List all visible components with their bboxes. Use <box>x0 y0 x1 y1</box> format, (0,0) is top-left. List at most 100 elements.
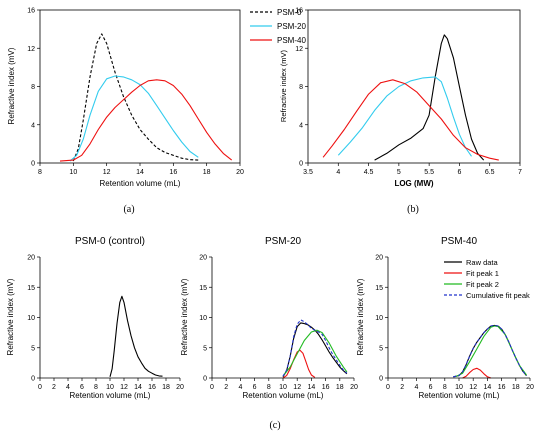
series-line-psm-0 <box>72 33 199 162</box>
y-tick-label: 20 <box>375 255 383 262</box>
x-tick-label: 6 <box>253 384 257 391</box>
y-tick-label: 8 <box>31 84 35 91</box>
x-tick-label: 12 <box>469 384 477 391</box>
x-tick-label: 12 <box>120 384 128 391</box>
x-tick-label: 20 <box>350 384 358 391</box>
y-tick-label: 0 <box>203 376 207 383</box>
panel-c-psm20-chart: PSM-20 0 2 4 6 8 10 12 14 16 18 20 0 5 10 15 20 Retenti… <box>180 236 358 400</box>
y-tick-label: 4 <box>299 122 303 129</box>
x-tick-label: 4 <box>66 384 70 391</box>
panel-a-x-axis-label: Retention volume (mL) <box>100 179 181 188</box>
x-tick-label: 5 <box>397 169 401 176</box>
legend-label: Cumulative fit peak <box>466 291 530 300</box>
panel-a-caption: (a) <box>123 204 134 215</box>
x-tick-label: 18 <box>162 384 170 391</box>
y-tick-label: 10 <box>199 315 207 322</box>
panel-c-psm40-x-axis-label: Retention volume (mL) <box>419 391 500 400</box>
y-tick-label: 10 <box>27 315 35 322</box>
x-tick-label: 20 <box>236 169 244 176</box>
panel-c-psm20-x-axis-label: Retention volume (mL) <box>243 391 324 400</box>
x-tick-label: 8 <box>443 384 447 391</box>
x-tick-label: 2 <box>224 384 228 391</box>
y-tick-label: 16 <box>295 8 303 15</box>
series-line-fit-peak-1 <box>462 367 492 379</box>
x-tick-label: 8 <box>267 384 271 391</box>
y-tick-label: 20 <box>27 255 35 262</box>
x-tick-label: 16 <box>498 384 506 391</box>
x-tick-label: 12 <box>103 169 111 176</box>
x-tick-label: 20 <box>526 384 534 391</box>
series-line-fit-peak-2 <box>282 329 348 377</box>
x-tick-label: 16 <box>169 169 177 176</box>
panel-c-psm0-chart: PSM-0 (control) 0 2 4 6 8 10 12 14 16 18 20 0 5 10 15 2… <box>6 236 184 400</box>
panel-c-psm20-y-axis-label: Refractive index (mV) <box>180 278 189 355</box>
series-line-fit-peak-1 <box>282 349 316 379</box>
x-tick-label: 3.5 <box>303 169 313 176</box>
y-tick-label: 16 <box>27 8 35 15</box>
x-tick-label: 6 <box>80 384 84 391</box>
legend-label: PSM-40 <box>277 36 306 45</box>
series-line-psm-0 <box>374 34 485 161</box>
x-tick-label: 20 <box>176 384 184 391</box>
y-tick-label: 5 <box>203 345 207 352</box>
panel-c-psm0-y-axis-label: Refractive index (mV) <box>6 278 15 355</box>
y-tick-label: 12 <box>27 46 35 53</box>
panel-c-psm0-x-axis-label: Retention volume (mL) <box>70 391 151 400</box>
y-tick-label: 15 <box>375 285 383 292</box>
y-tick-label: 8 <box>299 84 303 91</box>
x-tick-label: 10 <box>279 384 287 391</box>
y-tick-label: 15 <box>27 285 35 292</box>
series-line-cumulative-fit-peak <box>453 324 527 378</box>
series-line-raw-data <box>109 295 163 377</box>
x-tick-label: 2 <box>52 384 56 391</box>
y-tick-label: 0 <box>31 161 35 168</box>
x-tick-label: 14 <box>308 384 316 391</box>
y-tick-label: 0 <box>31 376 35 383</box>
x-tick-label: 5.5 <box>424 169 434 176</box>
x-tick-label: 12 <box>293 384 301 391</box>
legend-label: PSM-0 <box>277 8 302 17</box>
y-tick-label: 10 <box>375 315 383 322</box>
y-tick-label: 20 <box>199 255 207 262</box>
x-tick-label: 4 <box>414 384 418 391</box>
series-line-psm-40 <box>322 79 499 161</box>
legend-label: Raw data <box>466 258 499 267</box>
x-tick-label: 0 <box>210 384 214 391</box>
x-tick-label: 8 <box>94 384 98 391</box>
legend-label: Fit peak 1 <box>466 269 499 278</box>
panel-b-y-axis-label: Refractive index (mV) <box>279 49 288 122</box>
panel-c-psm20-title: PSM-20 <box>265 236 302 247</box>
x-tick-label: 4 <box>336 169 340 176</box>
x-tick-label: 16 <box>322 384 330 391</box>
panel-a-chart: 8 10 12 14 16 18 20 0 4 8 12 16 Retention volume (m… <box>7 8 306 189</box>
y-tick-label: 0 <box>299 161 303 168</box>
panel-c-psm40-chart: PSM-40 0 2 4 6 8 10 12 14 16 18 20 0 5 10 15 20 Retenti… <box>356 236 534 400</box>
panel-c-caption: (c) <box>269 420 280 431</box>
panel-c-legend: Raw data Fit peak 1 Fit peak 2 Cumulative f… <box>444 258 530 300</box>
series-line-psm-20 <box>69 75 199 162</box>
series-line-fit-peak-2 <box>455 325 527 378</box>
series-line-psm-40 <box>59 79 233 162</box>
x-tick-label: 18 <box>336 384 344 391</box>
x-tick-label: 14 <box>484 384 492 391</box>
y-tick-label: 0 <box>379 376 383 383</box>
series-line-psm-20 <box>337 76 472 157</box>
x-tick-label: 10 <box>106 384 114 391</box>
series-line-cumulative-fit-peak <box>282 319 348 377</box>
x-tick-label: 6 <box>429 384 433 391</box>
x-tick-label: 7 <box>518 169 522 176</box>
y-tick-label: 15 <box>199 285 207 292</box>
panel-c-psm40-y-axis-label: Refractive index (mV) <box>356 278 365 355</box>
x-tick-label: 6 <box>457 169 461 176</box>
x-tick-label: 14 <box>134 384 142 391</box>
y-tick-label: 5 <box>31 345 35 352</box>
panel-c-psm0-title: PSM-0 (control) <box>75 236 145 247</box>
x-tick-label: 8 <box>38 169 42 176</box>
x-tick-label: 4 <box>238 384 242 391</box>
legend-label: Fit peak 2 <box>466 280 499 289</box>
panel-b-chart: 3.5 4 4.5 5 5.5 6 6.5 7 0 4 8 12 16 LOG (MW) Refract… <box>279 8 522 189</box>
panel-c-psm40-title: PSM-40 <box>441 236 478 247</box>
panel-b-caption: (b) <box>407 204 419 215</box>
plot-frame <box>307 9 521 164</box>
